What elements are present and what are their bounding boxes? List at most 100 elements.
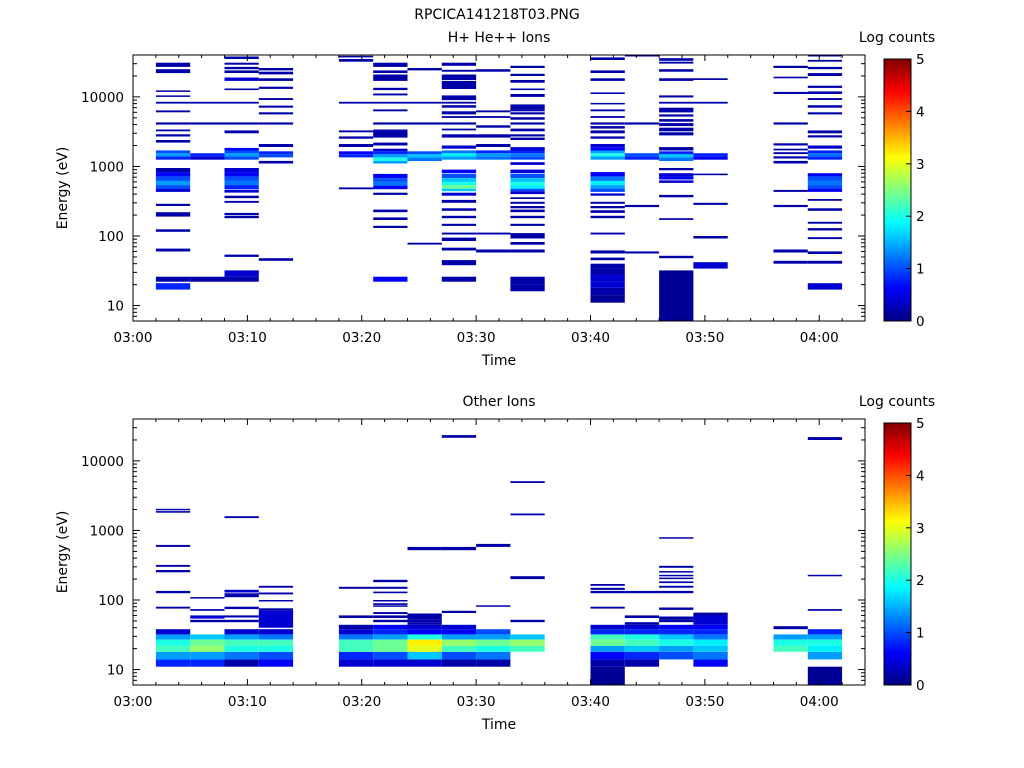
spectrogram-cell (338, 651, 374, 660)
spectrogram-cell (510, 191, 545, 195)
spectrogram-cell (659, 218, 694, 220)
spectrogram-cell (693, 236, 728, 239)
colorbar: 0 1 2 3 4 5 Log counts (859, 394, 935, 694)
spectrogram-cell (258, 639, 294, 646)
spectrogram-cell (441, 105, 477, 108)
spectrogram-cell (807, 145, 843, 149)
spectrogram-cell (373, 178, 408, 182)
spectrogram-cell (590, 645, 625, 652)
spectrogram-cell (807, 156, 843, 160)
spectrogram-cell (224, 88, 259, 91)
spectrogram-cell (190, 122, 225, 125)
spectrogram-cell (441, 546, 477, 551)
spectrogram-cell (373, 173, 408, 178)
spectrogram-cell (338, 59, 374, 62)
y-tick-label: 1000 (90, 159, 124, 175)
panel-h-he-ions: 03:00 03:10 03:20 03:30 03:40 03:50 04:0010100… (55, 30, 935, 369)
spectrogram-cell (659, 590, 694, 594)
spectrogram-cell (510, 276, 545, 285)
spectrogram-cell (190, 156, 225, 160)
spectrogram-cell (224, 70, 259, 73)
spectrogram-cell (258, 122, 294, 125)
spectrogram-cell (659, 255, 694, 259)
spectrogram-cell (190, 634, 225, 640)
spectrogram-cell (659, 645, 694, 652)
spectrogram-cell (373, 109, 408, 112)
spectrogram-cell (373, 142, 408, 146)
spectrogram-cell (224, 645, 259, 652)
spectrogram-cell (590, 144, 625, 147)
spectrogram-cell (373, 87, 408, 91)
spectrogram-cell (441, 122, 477, 125)
spectrogram-cell (590, 624, 625, 630)
spectrogram-cell (155, 212, 191, 217)
spectrogram-cell (807, 173, 843, 177)
spectrogram-cell (590, 206, 625, 209)
spectrogram-cell (373, 209, 408, 213)
spectrogram-cell (441, 169, 477, 174)
spectrogram-cell (659, 61, 694, 64)
spectrogram-cell (510, 481, 545, 483)
spectrogram-cell (224, 589, 259, 593)
spectrogram-cell (441, 153, 477, 157)
spectrogram-cell (590, 122, 625, 125)
spectrogram-cell (155, 283, 191, 290)
spectrogram-cell (155, 95, 191, 97)
spectrogram-cell (258, 629, 294, 635)
spectrogram-cell (659, 173, 694, 177)
x-tick-label: 03:50 (685, 694, 724, 710)
spectrogram-cell (155, 153, 191, 157)
spectrogram-cell (155, 629, 191, 635)
spectrogram-cell (624, 634, 660, 640)
spectrogram-cell (224, 150, 259, 154)
spectrogram-cell (807, 221, 843, 224)
spectrogram-cell (590, 156, 625, 160)
spectrogram-cell (224, 195, 259, 199)
spectrogram-cell (338, 144, 374, 147)
spectrogram-cell (338, 151, 374, 155)
spectrogram-cell (338, 187, 374, 190)
spectrogram-cell (659, 616, 694, 620)
spectrogram-cell (807, 199, 843, 201)
spectrogram-cell (407, 68, 442, 71)
spectrogram-cell (155, 172, 191, 177)
spectrogram-cell (624, 624, 660, 630)
spectrogram-cell (441, 629, 477, 635)
spectrogram-cell (441, 178, 477, 182)
spectrogram-cells (155, 55, 843, 321)
spectrogram-cell (441, 624, 477, 630)
spectrogram-cell (441, 260, 477, 266)
spectrogram-cell (155, 511, 191, 513)
spectrogram-cell (155, 544, 191, 547)
spectrogram-cell (441, 192, 477, 196)
colorbar-tick-label: 1 (916, 626, 925, 642)
spectrogram-cell (224, 634, 259, 640)
spectrogram-cell (624, 153, 660, 157)
spectrogram-cell (510, 223, 545, 226)
spectrogram-cell (224, 270, 259, 277)
colorbar-tick-label: 4 (916, 468, 925, 484)
spectrogram-cell (476, 249, 511, 253)
spectrogram-cell (590, 150, 625, 154)
spectrogram-cell (190, 619, 225, 623)
spectrogram-cell (373, 185, 408, 190)
spectrogram-cell (224, 593, 259, 598)
spectrogram-cell (476, 639, 511, 646)
spectrogram-cell (807, 639, 843, 646)
spectrogram-cell (338, 615, 374, 618)
spectrogram-cell (590, 287, 625, 296)
spectrogram-cell (590, 257, 625, 261)
spectrogram-cell (590, 232, 625, 235)
spectrogram-cell (773, 143, 808, 146)
spectrogram-cell (590, 193, 625, 196)
spectrogram-cell (590, 185, 625, 189)
spectrogram-cell (773, 639, 808, 646)
spectrogram-cell (807, 73, 843, 76)
spectrogram-cell (338, 645, 374, 652)
spectrogram-cell (510, 147, 545, 151)
spectrogram-cell (373, 659, 408, 667)
spectrogram-cell (510, 153, 545, 157)
spectrogram-cell (693, 202, 728, 205)
spectrogram-cell (807, 59, 843, 62)
spectrogram-cell (773, 645, 808, 652)
